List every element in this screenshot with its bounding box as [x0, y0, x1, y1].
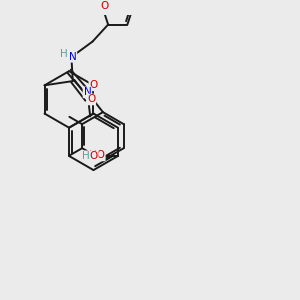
Text: H: H	[82, 151, 89, 161]
Text: HO: HO	[89, 150, 105, 161]
Text: N: N	[83, 87, 91, 98]
Text: O: O	[90, 151, 98, 161]
Text: H: H	[61, 49, 68, 59]
Text: O: O	[101, 1, 109, 11]
Text: N: N	[69, 52, 77, 62]
Text: O: O	[87, 94, 95, 104]
Text: O: O	[89, 80, 98, 90]
